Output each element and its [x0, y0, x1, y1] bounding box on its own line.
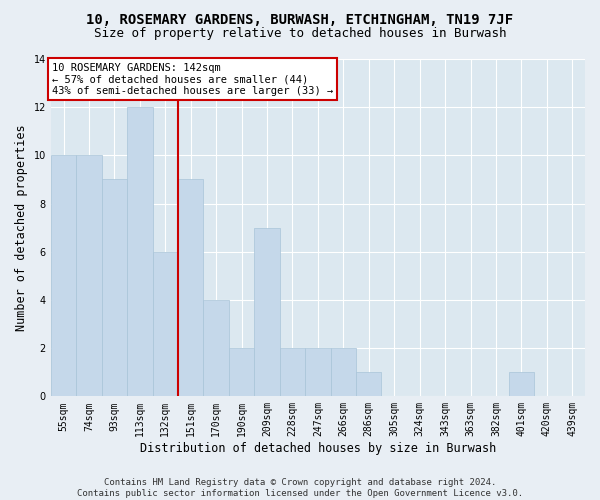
Bar [356, 372, 382, 396]
Bar [51, 156, 76, 396]
Bar [229, 348, 254, 397]
Text: Size of property relative to detached houses in Burwash: Size of property relative to detached ho… [94, 28, 506, 40]
Text: Contains HM Land Registry data © Crown copyright and database right 2024.
Contai: Contains HM Land Registry data © Crown c… [77, 478, 523, 498]
Bar [127, 107, 152, 397]
Bar [254, 228, 280, 396]
Y-axis label: Number of detached properties: Number of detached properties [15, 124, 28, 331]
Bar [76, 156, 101, 396]
Bar [305, 348, 331, 397]
X-axis label: Distribution of detached houses by size in Burwash: Distribution of detached houses by size … [140, 442, 496, 455]
Bar [280, 348, 305, 397]
Text: 10, ROSEMARY GARDENS, BURWASH, ETCHINGHAM, TN19 7JF: 10, ROSEMARY GARDENS, BURWASH, ETCHINGHA… [86, 12, 514, 26]
Bar [152, 252, 178, 396]
Bar [203, 300, 229, 396]
Bar [509, 372, 534, 396]
Bar [101, 180, 127, 396]
Bar [178, 180, 203, 396]
Text: 10 ROSEMARY GARDENS: 142sqm
← 57% of detached houses are smaller (44)
43% of sem: 10 ROSEMARY GARDENS: 142sqm ← 57% of det… [52, 62, 334, 96]
Bar [331, 348, 356, 397]
